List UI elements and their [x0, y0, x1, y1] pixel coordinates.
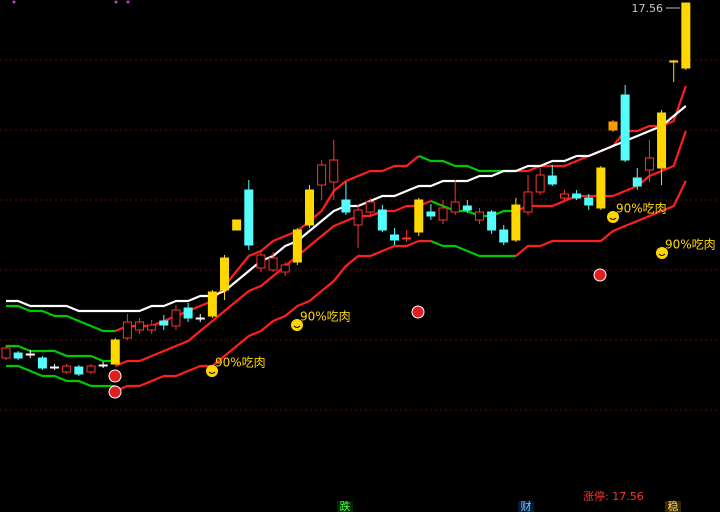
footer-label: 财: [521, 499, 532, 512]
candle-body: [620, 94, 630, 161]
candle-body: [110, 339, 120, 365]
indicator-line: [114, 239, 431, 393]
candle-body: [122, 321, 132, 339]
candle-body: [681, 2, 691, 69]
annotation: 90%吃肉: [215, 356, 266, 370]
indicator-line: [418, 154, 516, 173]
candle-body: [244, 189, 254, 246]
candle-body: [268, 257, 278, 271]
candle-body: [341, 199, 351, 213]
candle-body: [669, 60, 679, 63]
smiley: [656, 247, 668, 259]
indicator-line: [114, 155, 420, 333]
signal-ball: [108, 385, 122, 399]
candle-body: [389, 234, 399, 241]
candle-body: [317, 164, 327, 186]
candle-body: [74, 366, 84, 375]
candle-body: [572, 193, 582, 199]
candle-body: [37, 357, 47, 369]
candle-body: [474, 211, 484, 221]
candle-body: [280, 264, 290, 273]
candle-body: [62, 365, 72, 373]
candle-body: [365, 201, 375, 213]
candle-body: [596, 167, 606, 209]
candle-body: [462, 205, 472, 211]
candle-body: [256, 254, 266, 269]
annotation: 90%吃肉: [300, 310, 351, 324]
candle-body: [511, 204, 521, 241]
candle-body: [50, 366, 60, 369]
indicator-line: [6, 344, 116, 363]
candle-body: [535, 174, 545, 193]
dot: [12, 0, 16, 4]
indicator-line: [430, 239, 516, 258]
markers: [12, 0, 668, 399]
indicator-line: [6, 364, 116, 388]
candle-body: [523, 191, 533, 213]
signal-ball: [411, 305, 425, 319]
candle-body: [25, 353, 35, 356]
footer-box: [518, 501, 534, 512]
candle-body: [195, 317, 205, 320]
footer-label: 跌: [340, 499, 351, 512]
candle-body: [135, 321, 145, 331]
candle-body: [147, 324, 157, 331]
limit-label: 涨停: 17.56: [583, 489, 644, 503]
indicator-line: [430, 199, 516, 218]
candle-body: [426, 211, 436, 217]
candle-body: [183, 307, 193, 319]
candles: [1, 2, 691, 376]
candle-body: [644, 157, 654, 171]
footer-label: 稳: [668, 499, 679, 512]
annotation: 90%吃肉: [665, 238, 716, 252]
indicator-line: [515, 180, 687, 257]
signal-ball: [108, 369, 122, 383]
candle-body: [438, 207, 448, 221]
candle-body: [220, 257, 230, 291]
candle-body: [159, 320, 169, 326]
footer-box: [337, 501, 353, 512]
smiley: [607, 211, 619, 223]
candle-body: [608, 121, 618, 131]
candle-body: [584, 197, 594, 206]
candle-body: [292, 229, 302, 263]
candle-body: [353, 209, 363, 226]
smiley: [291, 319, 303, 331]
candle-body: [414, 199, 424, 233]
smiley: [206, 365, 218, 377]
indicator-line: [6, 304, 116, 333]
candle-body: [171, 309, 181, 327]
grid: [0, 59, 720, 411]
candle-body: [377, 209, 387, 231]
candle-body: [86, 365, 96, 373]
candle-body: [329, 159, 339, 183]
footer-box: [665, 501, 681, 512]
candle-body: [207, 291, 217, 317]
candle-body: [487, 211, 497, 231]
dot: [126, 0, 130, 4]
candle-body: [547, 175, 557, 185]
candle-body: [1, 347, 11, 359]
candle-body: [13, 352, 23, 359]
annotation: 90%吃肉: [616, 202, 667, 216]
candle-body: [98, 364, 108, 367]
high-label: 17.56: [632, 2, 664, 15]
candle-body: [632, 177, 642, 187]
candle-body: [232, 219, 242, 231]
candle-body: [450, 201, 460, 213]
candle-body: [305, 189, 314, 226]
candle-body: [402, 237, 412, 240]
candle-body: [499, 229, 509, 243]
candle-body: [559, 193, 569, 199]
dot: [114, 0, 118, 4]
candle-body: [657, 112, 667, 169]
signal-ball: [593, 268, 607, 282]
